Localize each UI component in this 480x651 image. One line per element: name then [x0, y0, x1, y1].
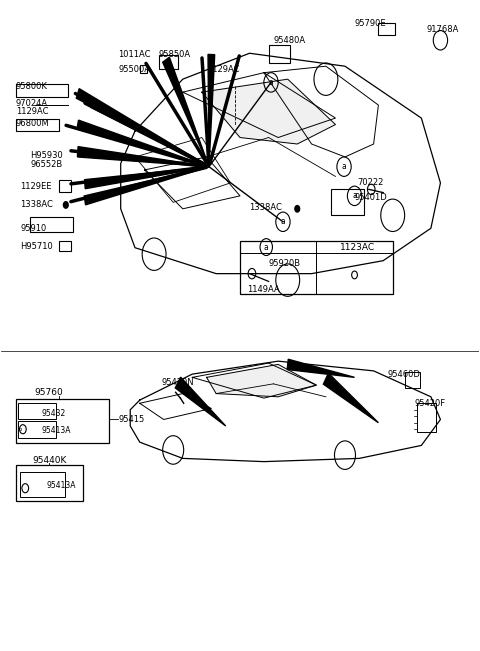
Text: 1129AC: 1129AC	[16, 107, 48, 116]
Text: 95800K: 95800K	[16, 83, 48, 91]
FancyBboxPatch shape	[417, 403, 436, 432]
Text: 95460D: 95460D	[388, 370, 421, 379]
Text: H95930: H95930	[30, 151, 63, 160]
Text: a: a	[281, 217, 285, 227]
Text: 1011AC: 1011AC	[118, 50, 151, 59]
Polygon shape	[84, 167, 209, 189]
FancyBboxPatch shape	[20, 472, 65, 497]
Text: o: o	[19, 426, 22, 432]
Polygon shape	[84, 167, 209, 205]
Text: a: a	[264, 243, 269, 251]
Text: 95413A: 95413A	[47, 481, 76, 490]
FancyBboxPatch shape	[16, 119, 59, 131]
Text: 97024A: 97024A	[16, 99, 48, 107]
Polygon shape	[77, 120, 209, 167]
FancyBboxPatch shape	[331, 189, 364, 215]
FancyBboxPatch shape	[59, 180, 71, 192]
Polygon shape	[77, 146, 209, 167]
Text: 1338AC: 1338AC	[21, 201, 53, 210]
Polygon shape	[324, 373, 378, 422]
Polygon shape	[206, 365, 316, 397]
Polygon shape	[76, 89, 209, 167]
Text: 95415: 95415	[118, 415, 144, 424]
Text: 95910: 95910	[21, 224, 47, 233]
FancyBboxPatch shape	[18, 403, 56, 419]
Polygon shape	[202, 79, 336, 144]
Text: 1149AA: 1149AA	[247, 285, 280, 294]
Polygon shape	[208, 55, 215, 167]
Text: 95420F: 95420F	[414, 399, 445, 408]
FancyBboxPatch shape	[16, 400, 109, 443]
FancyBboxPatch shape	[16, 84, 68, 97]
Polygon shape	[91, 99, 209, 167]
Text: 95920B: 95920B	[269, 259, 301, 268]
Text: 1338AC: 1338AC	[250, 203, 282, 212]
Text: 1129AC: 1129AC	[206, 65, 239, 74]
Text: 95790E: 95790E	[355, 19, 386, 28]
Text: H95710: H95710	[21, 242, 53, 251]
Polygon shape	[175, 377, 226, 426]
Text: 96552B: 96552B	[30, 159, 62, 169]
Text: 95432: 95432	[42, 409, 66, 417]
Text: 1123AC: 1123AC	[340, 243, 375, 251]
FancyBboxPatch shape	[269, 45, 290, 63]
FancyBboxPatch shape	[18, 421, 56, 437]
Text: a: a	[352, 191, 357, 201]
FancyBboxPatch shape	[405, 372, 420, 388]
Text: 70222: 70222	[357, 178, 384, 187]
Text: 95760: 95760	[35, 389, 63, 397]
Circle shape	[295, 206, 300, 212]
Text: 95401D: 95401D	[355, 193, 387, 202]
FancyBboxPatch shape	[59, 242, 71, 251]
Text: 95413A: 95413A	[42, 426, 72, 435]
Text: a: a	[342, 162, 347, 171]
Circle shape	[63, 202, 68, 208]
Polygon shape	[163, 57, 209, 167]
FancyBboxPatch shape	[140, 65, 147, 73]
FancyBboxPatch shape	[159, 55, 178, 69]
Text: 91768A: 91768A	[426, 25, 458, 34]
FancyBboxPatch shape	[240, 242, 393, 294]
Text: 1129EE: 1129EE	[21, 182, 52, 191]
FancyBboxPatch shape	[378, 23, 395, 35]
FancyBboxPatch shape	[16, 465, 83, 501]
Text: 95480A: 95480A	[274, 36, 306, 45]
Text: 95420N: 95420N	[161, 378, 194, 387]
Text: 95500A: 95500A	[118, 65, 150, 74]
Text: 96800M: 96800M	[16, 118, 49, 128]
FancyBboxPatch shape	[30, 217, 73, 232]
Text: 95850A: 95850A	[159, 50, 191, 59]
Text: 95440K: 95440K	[33, 456, 67, 465]
Polygon shape	[287, 359, 355, 378]
Text: a: a	[269, 78, 274, 87]
